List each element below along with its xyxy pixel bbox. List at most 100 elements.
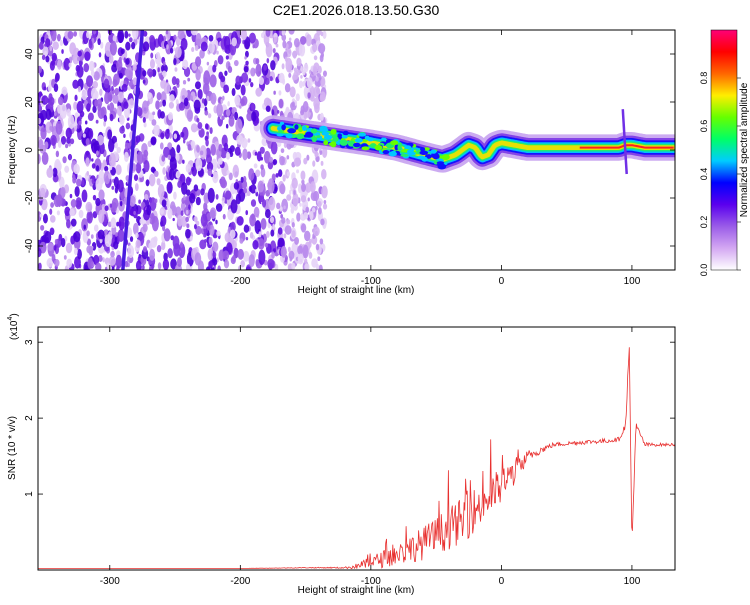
spectrogram-cell	[40, 109, 48, 121]
spectrogram-cell	[299, 36, 307, 45]
spectrogram-cell	[207, 248, 214, 261]
spectrogram-cell	[74, 94, 78, 102]
spectrogram-cell	[88, 40, 93, 49]
spectrogram-cell	[271, 109, 275, 116]
spectrogram-cell	[74, 256, 81, 269]
spectrogram-cell	[108, 54, 114, 64]
spectrogram-cell	[152, 111, 156, 116]
spectrogram-cell	[90, 234, 94, 239]
spectrogram-cell	[232, 164, 240, 178]
spectrogram-cell	[92, 194, 97, 201]
snr-x-axis: -300 -200 -100 0 100	[100, 327, 641, 587]
spectrogram-cell	[93, 254, 100, 266]
spectrogram-cell	[223, 84, 230, 94]
spectrogram-cell	[173, 58, 177, 66]
spectrogram-cell	[314, 151, 319, 158]
spectrogram-cell	[240, 30, 248, 41]
spectrogram-cell	[208, 236, 213, 246]
spectrogram-cell	[307, 92, 311, 99]
spectrogram-cell	[252, 239, 259, 250]
spectrogram-cell	[288, 37, 292, 42]
colorbar-tick-label: 0.6	[699, 120, 709, 133]
spectrogram-cell	[123, 151, 129, 162]
spectrogram-cell	[323, 200, 327, 205]
spectrogram-cell	[133, 59, 137, 65]
spectrogram-cell	[161, 199, 167, 208]
spectrogram-cell	[68, 62, 72, 68]
spectrogram-cell	[107, 105, 111, 111]
spectrogram-cell	[85, 138, 90, 146]
spectrogram-cell	[129, 98, 134, 106]
spectrogram-cell	[306, 154, 310, 161]
spectrogram-cell	[245, 50, 249, 58]
spectrogram-cell	[135, 135, 141, 143]
spectrogram-cell	[279, 155, 285, 166]
spectrogram-cell	[185, 263, 191, 270]
spectrogram-cell	[42, 213, 48, 224]
spectrogram-ridge-cell	[278, 130, 283, 134]
snr-y-axis: 1 2 3	[24, 339, 675, 497]
spectrogram-cell	[156, 92, 162, 101]
colorbar: 0.0 0.2 0.4 0.6 0.8 Normalized spectral ampl…	[699, 29, 750, 276]
spectrogram-cell	[87, 112, 94, 121]
spectrogram-cell	[149, 248, 155, 261]
spectrogram-cell	[92, 105, 97, 113]
spectrogram-cell	[146, 204, 152, 216]
spectrogram-cell	[150, 237, 158, 248]
spectrogram-cell	[112, 34, 117, 43]
spectrogram-cell	[83, 224, 87, 230]
spectrogram-cell	[240, 176, 244, 183]
spectrogram-cell	[66, 137, 71, 144]
spectrogram-cell	[269, 76, 273, 82]
spectrogram-cell	[38, 104, 43, 114]
spectrogram-cell	[195, 157, 203, 172]
spectrogram-cell	[135, 162, 142, 174]
spectrogram-cell	[300, 195, 307, 203]
spectrogram-cell	[254, 151, 258, 156]
spectrogram-cell	[98, 189, 105, 201]
spectrogram-cell	[275, 173, 279, 178]
colorbar-axis: 0.0 0.2 0.4 0.6 0.8	[699, 72, 741, 276]
spectrogram-cell	[159, 208, 164, 215]
spectrogram-cell	[207, 113, 212, 119]
spectrogram-cell	[301, 183, 306, 193]
spectrogram-cell	[41, 152, 49, 165]
spectrogram-cell	[44, 141, 49, 150]
spectrogram-cell	[106, 155, 110, 162]
spectrogram-ridge-cell	[430, 149, 437, 154]
spectrogram-cell	[302, 100, 309, 113]
spectrogram-cell	[157, 183, 165, 199]
spectrogram-cell	[239, 238, 244, 244]
spectrogram-cell	[233, 181, 240, 190]
spectrogram-cell	[116, 105, 123, 117]
spectrogram-cell	[230, 221, 236, 232]
spectrogram-cell	[177, 214, 183, 227]
spectrogram-cell	[262, 30, 266, 35]
spectrogram-cell	[224, 70, 228, 76]
spectrogram-cell	[150, 52, 154, 59]
spectrogram-cell	[134, 183, 139, 191]
x-tick-label: -200	[230, 276, 250, 287]
spectrogram-cell	[104, 91, 110, 105]
spectrogram-cell	[310, 94, 315, 102]
spectrogram-cell	[41, 54, 46, 61]
spectrogram-cell	[73, 231, 81, 243]
spectrogram-cell	[231, 37, 238, 47]
spectrogram-cell	[129, 236, 134, 242]
spectrogram-cell	[234, 111, 239, 121]
spectrogram-cell	[316, 30, 322, 36]
spectrogram-cell	[221, 115, 225, 121]
spectrogram-cell	[264, 242, 269, 248]
spectrogram-cell	[245, 210, 249, 216]
spectrogram-cell	[255, 87, 263, 97]
spectrogram-cell	[98, 255, 103, 263]
spectrogram-cell	[270, 60, 276, 71]
spectrogram-cell	[38, 154, 41, 162]
spectrogram-cell	[255, 188, 258, 193]
spectrogram-cell	[160, 74, 164, 81]
spectrogram-cell	[193, 216, 198, 222]
spectrogram-cell	[200, 188, 205, 196]
spectrogram-cell	[313, 55, 318, 61]
spectrogram-cell	[111, 135, 118, 144]
spectrogram-cell	[286, 194, 292, 201]
